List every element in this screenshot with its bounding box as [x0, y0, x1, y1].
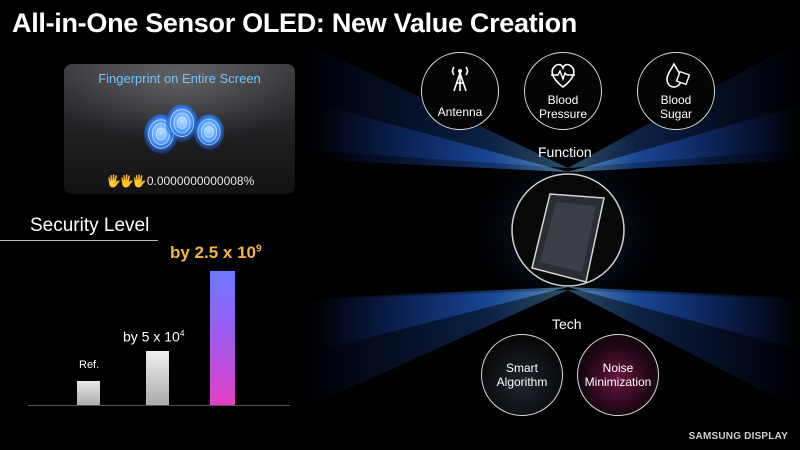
blood-sugar-label-2: Sugar	[659, 107, 693, 121]
bar-label-ref: Ref.	[79, 359, 100, 371]
tech-label: Tech	[552, 316, 582, 332]
fingerprint-probability: 🖐🖐🖐 0.0000000000008%	[106, 174, 254, 188]
function-blood-sugar: Blood Sugar	[637, 52, 715, 130]
smart-algorithm-label-1: Smart	[505, 361, 538, 375]
smart-algorithm-label-2: Algorithm	[496, 375, 548, 389]
fingerprint-icon	[192, 112, 226, 152]
noise-minimization-label-1: Noise	[602, 361, 634, 375]
bar-ref	[77, 381, 100, 406]
bar-mid	[146, 351, 169, 406]
bar-label-mid: by 5 x 104	[123, 328, 185, 345]
slide-title: All-in-One Sensor OLED: New Value Creati…	[12, 8, 578, 38]
fingerprint-icon	[164, 102, 200, 144]
fingerprint-panel: Fingerprint on Entire Screen	[64, 64, 295, 194]
probability-value: 0.0000000000008%	[146, 174, 255, 188]
blood-pressure-label-2: Pressure	[538, 107, 588, 121]
function-blood-pressure: Blood Pressure	[524, 52, 602, 130]
blood-sugar-label-1: Blood	[660, 93, 692, 107]
bar-top	[210, 271, 235, 406]
antenna-icon	[451, 66, 469, 92]
blood-drop-icon	[666, 62, 691, 88]
tech-noise-minimization: Noise Minimization	[577, 334, 659, 416]
glow-background	[300, 40, 800, 412]
chart-baseline	[28, 405, 290, 406]
title-underline	[0, 240, 158, 241]
antenna-label: Antenna	[437, 105, 483, 119]
function-label: Function	[538, 144, 592, 160]
function-antenna: Antenna	[421, 52, 499, 130]
security-level-title: Security Level	[30, 215, 150, 236]
blood-pressure-label-1: Blood	[547, 93, 579, 107]
brand-logo: SAMSUNG DISPLAY	[688, 431, 788, 442]
hand-icon: 🖐🖐🖐	[106, 174, 147, 188]
heart-pulse-icon	[551, 63, 575, 89]
fingerprint-title: Fingerprint on Entire Screen	[98, 71, 261, 86]
tech-smart-algorithm: Smart Algorithm	[481, 334, 563, 416]
bar-label-top: by 2.5 x 109	[170, 243, 262, 262]
noise-minimization-label-2: Minimization	[584, 375, 652, 389]
